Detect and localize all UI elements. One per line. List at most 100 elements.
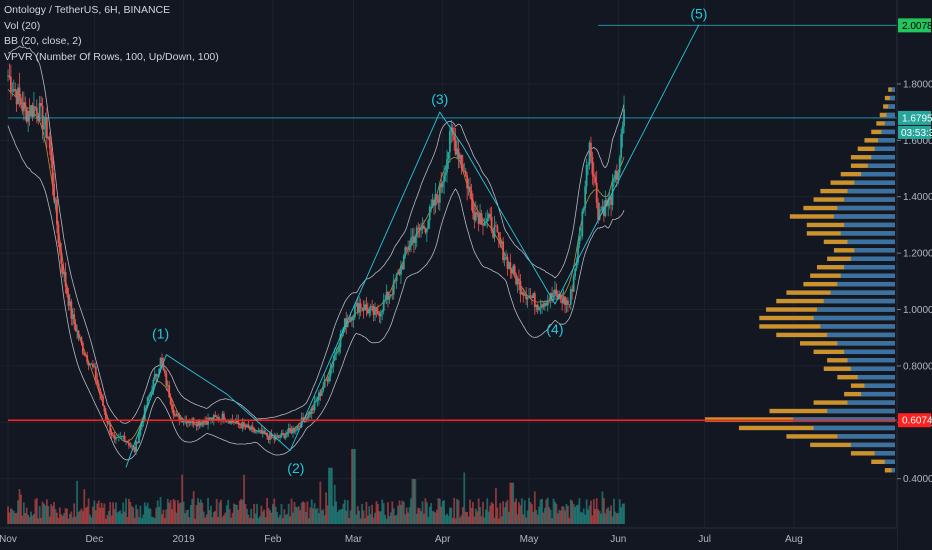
candle-body	[348, 320, 351, 322]
volume-bar	[522, 514, 525, 524]
volume-bar	[172, 498, 175, 524]
price-tag-current[interactable]	[898, 110, 931, 125]
candle-body	[162, 363, 165, 370]
candle-body	[86, 355, 89, 363]
volume-bar	[552, 498, 555, 524]
candle-body	[381, 311, 384, 313]
volume-bar	[342, 503, 345, 524]
volume-bar	[584, 514, 587, 524]
volume-bar	[345, 510, 348, 524]
volume-bar	[450, 507, 453, 524]
candle-body	[375, 308, 378, 311]
indicator-volume[interactable]: Vol (20)	[4, 19, 41, 32]
volume-profile-row-down	[850, 451, 895, 456]
volume-bar	[184, 513, 186, 524]
candle-body	[63, 272, 66, 275]
candle-body	[163, 369, 166, 374]
candle-body	[67, 294, 70, 306]
symbol-title[interactable]: Ontology / TetherUS, 6H, BINANCE	[4, 4, 171, 16]
volume-bar	[474, 508, 477, 524]
candle-body	[569, 289, 572, 305]
volume-bar	[430, 503, 433, 524]
volume-bar	[136, 509, 139, 524]
volume-bar	[512, 482, 515, 524]
price-tag-support[interactable]	[898, 413, 931, 428]
candle-body	[225, 420, 228, 422]
candle-body	[463, 170, 466, 172]
volume-bar	[602, 498, 605, 524]
indicator-vpvr[interactable]: VPVR (Number Of Rows, 100, Up/Down, 100)	[4, 50, 219, 63]
volume-profile-row-up	[840, 273, 895, 278]
candle-body	[92, 363, 94, 368]
candle-body	[315, 401, 317, 402]
wave-label[interactable]: (5)	[690, 6, 707, 22]
volume-bar	[620, 507, 623, 524]
candle-body	[45, 117, 48, 139]
candle-body	[68, 301, 71, 306]
volume-bar	[529, 502, 532, 524]
volume-profile-row-up	[837, 434, 895, 439]
wave-label[interactable]: (3)	[431, 91, 448, 107]
candle-body	[201, 422, 204, 425]
volume-bar	[86, 506, 89, 524]
volume-bar	[607, 507, 610, 524]
indicator-bollinger[interactable]: BB (20, close, 2)	[4, 35, 82, 47]
candle-body	[541, 304, 543, 308]
candle-body	[516, 278, 519, 285]
volume-bar	[178, 503, 181, 524]
volume-bar	[30, 511, 32, 524]
time-axis[interactable]: Nov Dec 2019 Feb Mar Apr May Jun Jul Aug	[0, 527, 897, 550]
candle-body	[115, 437, 117, 440]
volume-bar	[617, 512, 620, 524]
candle-body	[548, 300, 551, 302]
price-tag-target[interactable]	[898, 18, 931, 33]
candle-body	[234, 421, 237, 423]
volume-profile-row-up	[833, 214, 895, 219]
candle-body	[581, 211, 584, 236]
volume-bar	[140, 518, 143, 524]
candle-body	[492, 231, 494, 238]
elliott-wave-lines[interactable]: (1) (2) (3) (4) (5)	[125, 6, 707, 476]
volume-bar	[201, 502, 204, 524]
candle-body	[420, 228, 422, 231]
volume-bar	[270, 512, 273, 524]
volume-bar	[181, 474, 184, 524]
candle-body	[571, 289, 574, 292]
candle-body	[250, 426, 253, 430]
candle-body	[519, 280, 522, 295]
volume-bar	[479, 507, 482, 524]
volume-bar	[601, 491, 604, 524]
candle-body	[176, 414, 179, 415]
candle-body	[382, 300, 385, 312]
candle-body	[61, 263, 64, 275]
volume-profile-row-up	[857, 375, 895, 380]
volume-bar	[307, 518, 310, 524]
candle-body	[12, 89, 15, 92]
price-axis[interactable]: 0.40000.60000.80001.00001.20001.40001.60…	[896, 0, 932, 550]
candle-body	[161, 357, 163, 364]
wave-label[interactable]: (1)	[152, 326, 169, 342]
wave-label[interactable]: (2)	[287, 460, 304, 476]
horizontal-levels[interactable]	[8, 24, 897, 422]
volume-bar	[411, 479, 414, 524]
candle-body	[496, 226, 499, 233]
volume-bar	[506, 500, 509, 524]
volume-bar	[231, 512, 234, 524]
candle-body	[329, 368, 332, 377]
candle-body	[620, 134, 623, 159]
volume-bar	[234, 504, 237, 524]
wave-label[interactable]: (4)	[546, 321, 563, 337]
volume-bar	[305, 511, 307, 524]
candle-body	[554, 289, 556, 296]
candle-body	[57, 224, 60, 244]
volume-bar	[387, 502, 389, 524]
volume-bar	[312, 508, 315, 524]
candle-body	[258, 430, 261, 431]
candle-body	[513, 265, 516, 275]
candle-body	[158, 368, 161, 375]
volume-bar	[143, 502, 146, 524]
elliott-wave-path[interactable]	[125, 24, 700, 468]
volume-bar	[27, 514, 30, 524]
candle-body	[243, 422, 245, 426]
